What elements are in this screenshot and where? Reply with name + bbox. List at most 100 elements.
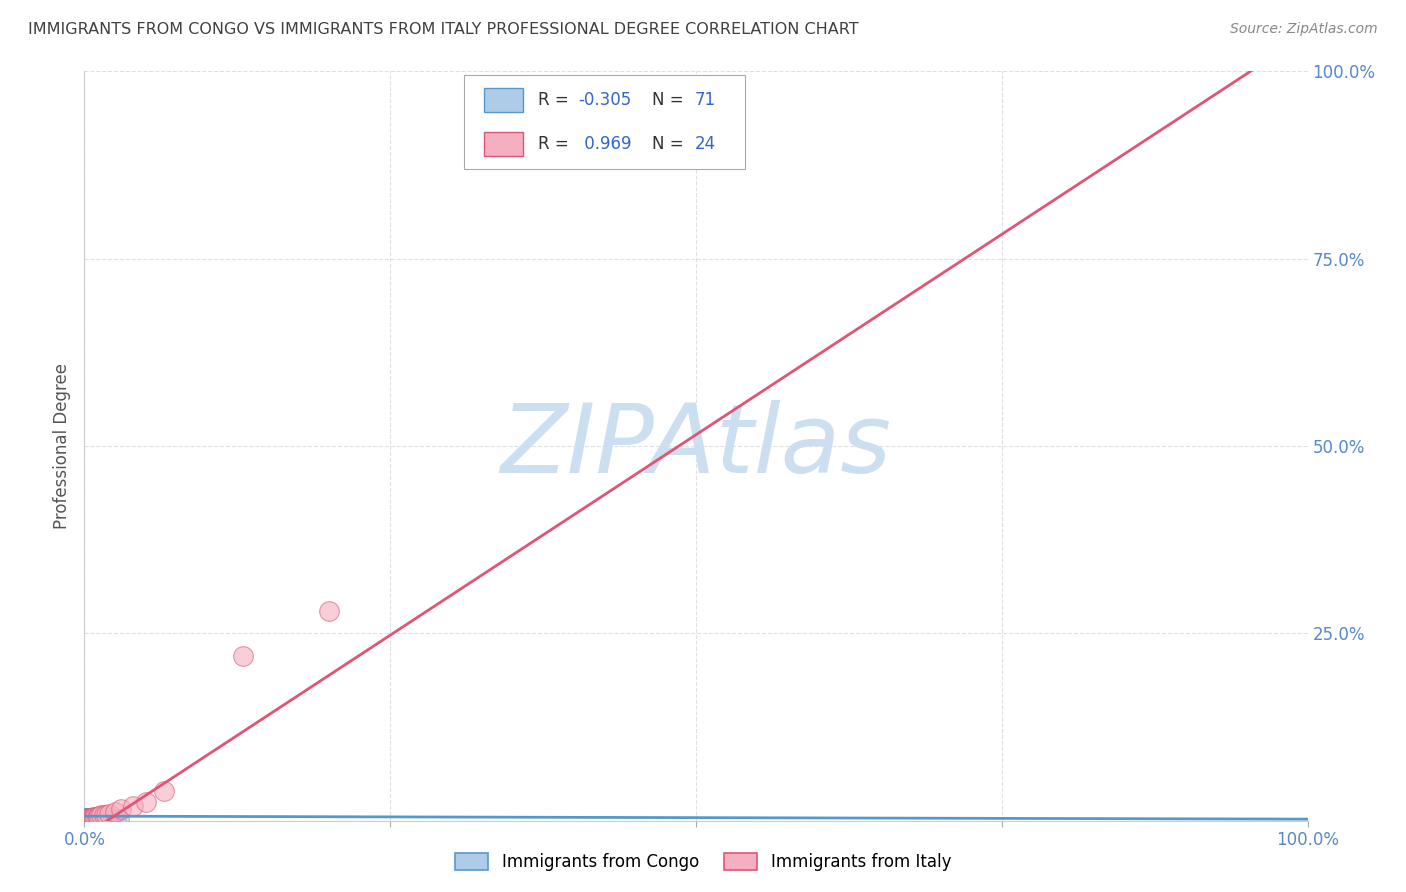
Point — [105, 812, 128, 826]
Point — [80, 813, 103, 827]
Point — [104, 805, 127, 819]
Point — [83, 813, 105, 827]
Text: 24: 24 — [695, 135, 716, 153]
Point — [76, 811, 98, 825]
Point — [107, 812, 129, 826]
Point — [79, 811, 101, 825]
Text: 0.969: 0.969 — [578, 135, 631, 153]
Point — [77, 811, 100, 825]
Point — [77, 811, 100, 825]
Point — [96, 807, 118, 822]
Point — [83, 812, 105, 826]
Point — [77, 813, 100, 827]
Point — [80, 811, 103, 825]
Point — [77, 812, 100, 826]
FancyBboxPatch shape — [464, 75, 745, 169]
Point — [94, 812, 117, 826]
Point — [83, 812, 105, 826]
Point — [87, 811, 110, 825]
Point — [76, 811, 98, 825]
Point — [82, 811, 104, 825]
Point — [80, 812, 103, 826]
Point — [75, 812, 97, 826]
Point — [90, 808, 112, 822]
Point — [83, 811, 105, 825]
Text: R =: R = — [538, 91, 574, 109]
Point — [77, 812, 100, 826]
Point — [135, 795, 157, 809]
Point — [77, 811, 100, 825]
Point — [87, 809, 110, 823]
Point — [80, 811, 103, 825]
Point — [86, 811, 108, 825]
Point — [89, 813, 111, 827]
Point — [76, 812, 98, 826]
Point — [103, 812, 125, 826]
Point — [79, 811, 101, 825]
Point — [90, 812, 112, 826]
Point — [79, 812, 101, 826]
Point — [82, 811, 104, 825]
Text: 71: 71 — [695, 91, 716, 109]
Point — [77, 812, 100, 826]
Point — [93, 808, 115, 822]
Point — [77, 811, 100, 825]
Point — [86, 810, 108, 824]
Point — [80, 811, 103, 825]
Point — [86, 812, 108, 826]
Point — [77, 812, 100, 826]
Point — [76, 812, 98, 826]
Point — [86, 813, 108, 827]
Point — [82, 812, 104, 826]
Point — [90, 811, 112, 825]
Point — [79, 813, 101, 827]
Point — [87, 812, 110, 826]
Point — [77, 811, 100, 825]
Text: N =: N = — [652, 135, 689, 153]
Text: -0.305: -0.305 — [578, 91, 631, 109]
Point — [110, 802, 132, 816]
Point — [77, 813, 100, 827]
Point — [75, 813, 97, 827]
Point — [84, 810, 107, 824]
Point — [97, 812, 120, 826]
Point — [79, 811, 101, 825]
Text: IMMIGRANTS FROM CONGO VS IMMIGRANTS FROM ITALY PROFESSIONAL DEGREE CORRELATION C: IMMIGRANTS FROM CONGO VS IMMIGRANTS FROM… — [28, 22, 859, 37]
Point — [96, 812, 118, 826]
Point — [122, 798, 145, 813]
Point — [76, 813, 98, 827]
FancyBboxPatch shape — [484, 87, 523, 112]
Text: ZIPAtlas: ZIPAtlas — [501, 400, 891, 492]
Point — [98, 812, 121, 826]
Point — [76, 813, 98, 827]
Point — [77, 812, 100, 826]
Text: N =: N = — [652, 91, 689, 109]
Point — [79, 812, 101, 826]
Text: Source: ZipAtlas.com: Source: ZipAtlas.com — [1230, 22, 1378, 37]
Point — [84, 812, 107, 826]
Point — [76, 811, 98, 825]
Point — [87, 810, 110, 824]
Point — [153, 783, 176, 797]
Point — [80, 812, 103, 826]
Point — [79, 811, 101, 825]
Point — [77, 811, 100, 825]
Point — [83, 811, 105, 825]
Point — [80, 811, 103, 825]
Legend: Immigrants from Congo, Immigrants from Italy: Immigrants from Congo, Immigrants from I… — [447, 845, 959, 880]
Point — [77, 812, 100, 826]
Point — [97, 806, 120, 821]
Point — [100, 812, 122, 826]
Point — [77, 811, 100, 825]
Point — [87, 813, 110, 827]
Point — [93, 812, 115, 826]
Point — [97, 812, 120, 826]
Point — [87, 811, 110, 825]
Point — [82, 812, 104, 826]
Point — [82, 810, 104, 824]
Point — [79, 811, 101, 825]
Point — [232, 648, 254, 663]
Point — [318, 604, 340, 618]
FancyBboxPatch shape — [484, 132, 523, 156]
Point — [82, 811, 104, 825]
